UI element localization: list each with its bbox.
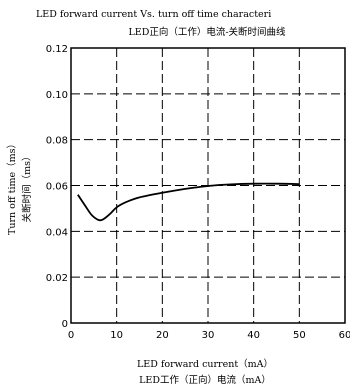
y-axis-label-cn: 关断时间（ms） (21, 152, 33, 223)
y-tick-label: 0.06 (46, 182, 68, 193)
x-tick-label: 0 (68, 330, 74, 341)
series-line (77, 182, 300, 222)
plot-frame (70, 47, 346, 324)
x-tick-label: 40 (247, 330, 260, 341)
axis-ticks: 0 10 20 30 40 50 60 0 0.02 0.04 0.06 0.08 0.10 0.12 (46, 44, 350, 341)
chart-title: LED forward current Vs. turn off time ch… (36, 9, 271, 20)
y-axis-label: Turn off time（ms） (6, 139, 18, 235)
y-tick-label: 0.10 (46, 90, 68, 101)
x-tick-label: 20 (156, 330, 169, 341)
x-tick-label: 30 (202, 330, 215, 341)
y-tick-label: 0.04 (46, 227, 68, 238)
grid-lines (71, 48, 345, 323)
x-tick-label: 60 (339, 330, 350, 341)
y-tick-label: 0.08 (46, 136, 68, 147)
y-tick-label: 0 (62, 319, 68, 330)
x-tick-label: 10 (110, 330, 123, 341)
y-tick-label: 0.12 (46, 44, 68, 55)
x-tick-label: 50 (293, 330, 306, 341)
x-axis-label: LED forward current（mA） (137, 358, 273, 370)
y-tick-label: 0.02 (46, 273, 68, 284)
chart-subtitle: LED正向（工作）电流-关断时间曲线 (128, 26, 286, 38)
x-axis-label-cn: LED工作（正向）电流（mA） (139, 374, 271, 386)
series-layer (77, 182, 300, 222)
